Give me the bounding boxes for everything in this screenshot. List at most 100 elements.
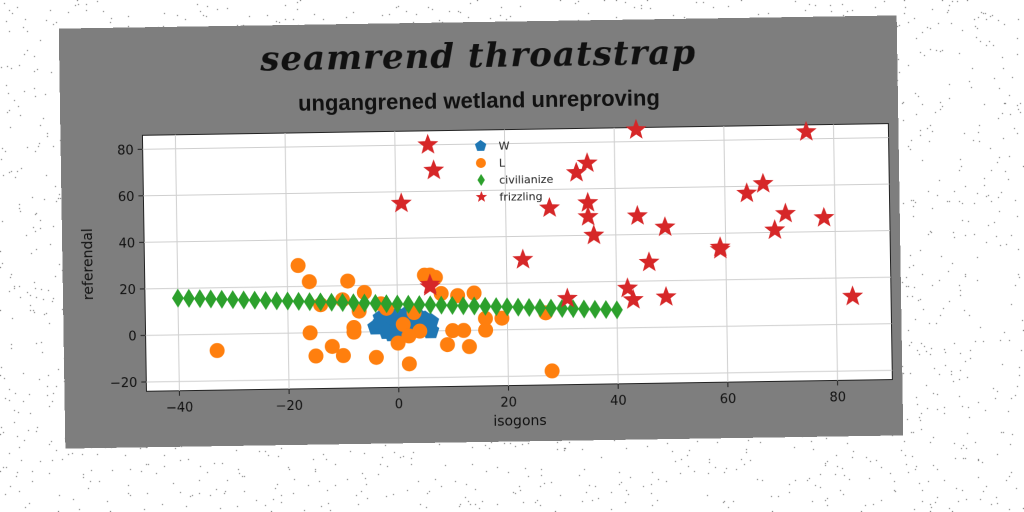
point-frizzling: [795, 120, 817, 141]
point-L: [346, 319, 362, 335]
point-L: [461, 339, 477, 355]
point-L: [356, 284, 372, 300]
point-frizzling: [577, 205, 599, 226]
point-L: [433, 286, 449, 302]
point-civilianize: [380, 294, 393, 314]
legend-label: L: [499, 157, 506, 170]
point-frizzling: [709, 238, 731, 259]
point-civilianize: [281, 291, 294, 311]
point-frizzling: [625, 118, 647, 139]
point-civilianize: [347, 293, 360, 313]
y-tick-label: 40: [118, 236, 135, 251]
point-L: [456, 322, 472, 338]
x-axis-label: isogons: [493, 413, 547, 430]
legend-marker-frizzling: [475, 190, 488, 202]
point-L: [290, 258, 306, 274]
figure-card: seamrend throatstrap ungangrened wetland…: [58, 15, 904, 449]
point-civilianize: [215, 289, 228, 309]
point-frizzling: [626, 204, 648, 225]
point-civilianize: [501, 297, 514, 317]
point-L: [368, 349, 384, 365]
point-civilianize: [314, 292, 327, 312]
y-grid-line: [142, 137, 889, 150]
point-civilianize: [600, 300, 612, 320]
point-L: [477, 310, 493, 326]
point-L: [308, 348, 324, 364]
point-civilianize: [589, 299, 601, 319]
point-L: [401, 328, 417, 344]
x-tick-label: 80: [829, 390, 846, 405]
point-civilianize: [292, 291, 305, 311]
series-L: [209, 258, 560, 379]
point-civilianize: [435, 295, 448, 315]
point-civilianize: [468, 296, 481, 316]
point-frizzling: [842, 285, 864, 306]
point-civilianize: [413, 295, 426, 315]
point-L: [439, 337, 455, 353]
point-L: [445, 323, 461, 339]
x-grid-line: [503, 129, 509, 386]
point-frizzling: [583, 224, 605, 245]
y-tick-label: −20: [110, 376, 138, 391]
y-grid-line: [146, 369, 893, 383]
x-tick-label: −40: [166, 401, 194, 416]
point-frizzling: [622, 288, 644, 309]
point-civilianize: [457, 296, 470, 316]
data-marks: [172, 118, 864, 379]
point-civilianize: [248, 290, 261, 310]
point-civilianize: [611, 300, 623, 320]
point-L: [209, 343, 225, 359]
x-grid-line: [284, 133, 290, 390]
point-frizzling: [813, 206, 835, 227]
point-frizzling: [556, 287, 578, 308]
point-civilianize: [479, 296, 492, 316]
point-L: [301, 274, 317, 290]
point-civilianize: [523, 298, 536, 318]
point-frizzling: [577, 191, 599, 212]
y-axis-label: referendal: [80, 228, 97, 300]
point-civilianize: [204, 289, 217, 309]
point-civilianize: [545, 298, 558, 318]
point-frizzling: [423, 159, 445, 180]
point-L: [324, 338, 340, 354]
point-frizzling: [655, 286, 677, 307]
point-frizzling: [390, 192, 412, 213]
point-frizzling: [764, 219, 786, 240]
x-tick-label: 20: [500, 395, 517, 410]
point-civilianize: [369, 293, 382, 313]
point-L: [335, 348, 351, 364]
point-L: [544, 363, 560, 379]
y-grid-line: [145, 323, 892, 336]
point-civilianize: [490, 297, 503, 317]
y-tick-label: 0: [128, 330, 137, 345]
point-L: [390, 335, 406, 351]
point-civilianize: [556, 298, 569, 318]
point-civilianize: [402, 294, 415, 314]
point-frizzling: [774, 202, 796, 223]
point-civilianize: [424, 295, 437, 315]
point-L: [478, 322, 494, 338]
point-frizzling: [752, 172, 774, 193]
series-frizzling: [390, 118, 864, 309]
point-frizzling: [736, 182, 758, 203]
point-civilianize: [237, 290, 250, 310]
legend-marker-L: [475, 157, 486, 168]
point-L: [340, 273, 356, 289]
x-grid-line: [174, 134, 180, 391]
point-civilianize: [270, 291, 283, 311]
grid-lines: [142, 124, 893, 391]
point-civilianize: [194, 289, 206, 309]
point-frizzling: [419, 275, 441, 296]
y-tick-label: 80: [117, 143, 134, 158]
point-frizzling: [539, 197, 560, 218]
legend-label: W: [499, 140, 510, 153]
x-tick-label: −20: [276, 399, 304, 414]
legend-label: frizzling: [499, 190, 542, 204]
axis-ticks: −40 −20 0 20 40 60 80 −20 0 20 40 60 80: [110, 143, 846, 416]
point-civilianize: [172, 288, 184, 308]
legend-marker-civilianize: [477, 173, 485, 186]
point-frizzling: [512, 248, 534, 269]
point-civilianize: [358, 293, 371, 313]
scatter-chart: −40 −20 0 20 40 60 80 −20 0 20 40 60 80 isogons refe…: [80, 118, 893, 430]
